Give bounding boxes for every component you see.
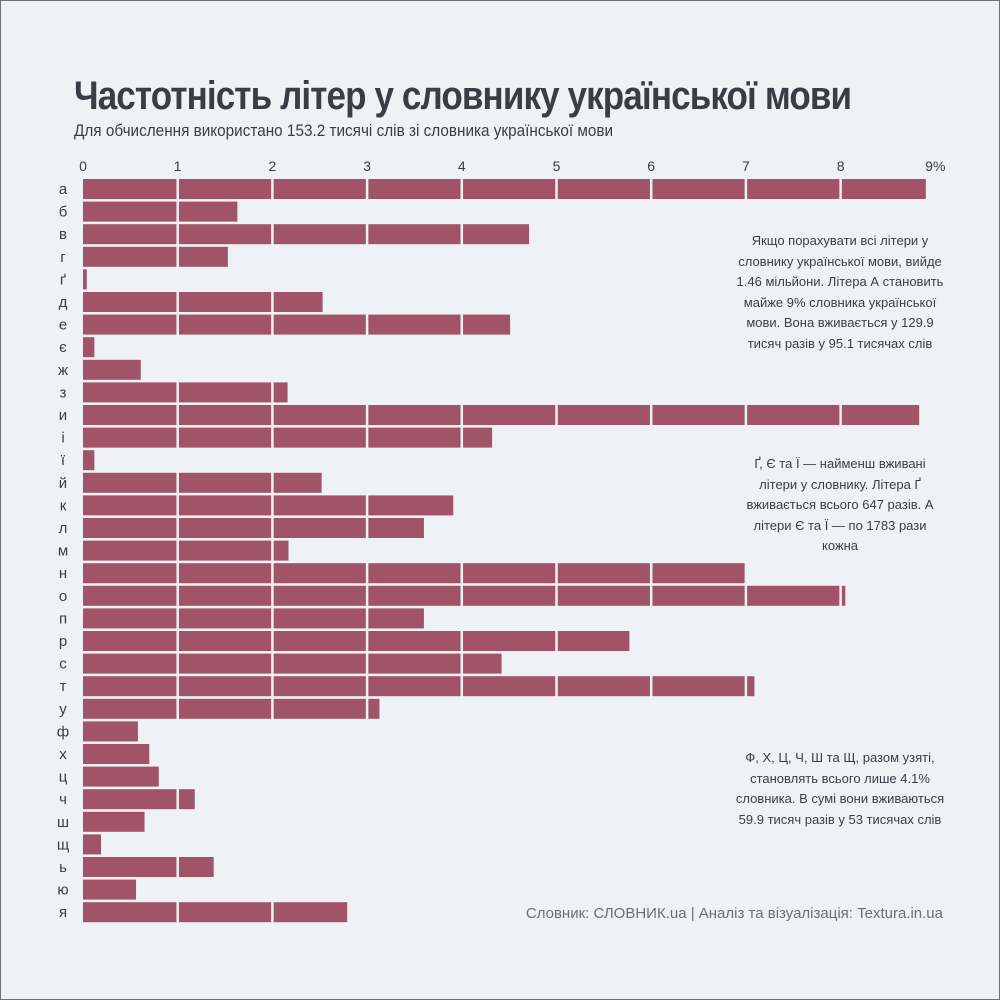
x-tick-label: 8 bbox=[837, 158, 845, 174]
y-tick-label: ь bbox=[59, 859, 67, 876]
y-tick-label: р bbox=[59, 633, 67, 650]
y-tick-label: ґ bbox=[60, 271, 66, 288]
y-tick-label: ш bbox=[57, 814, 69, 831]
y-tick-label: є bbox=[59, 339, 67, 356]
bar bbox=[83, 789, 195, 810]
y-tick-label: е bbox=[59, 317, 67, 334]
y-tick-label: у bbox=[59, 701, 67, 718]
bar bbox=[83, 676, 755, 697]
bar bbox=[83, 653, 502, 674]
bar bbox=[83, 811, 145, 832]
annotation-group-letters: Ф, Х, Ц, Ч, Ш та Щ, разом узяті, становл… bbox=[735, 750, 945, 827]
y-tick-label: н bbox=[59, 565, 67, 582]
bar bbox=[83, 518, 424, 538]
y-tick-label: п bbox=[59, 610, 67, 627]
bar bbox=[83, 292, 323, 312]
y-tick-label: х bbox=[59, 746, 67, 763]
bar bbox=[83, 631, 630, 651]
y-tick-label: ц bbox=[59, 769, 68, 786]
x-tick-label: 5 bbox=[553, 158, 561, 174]
bar bbox=[83, 472, 322, 493]
bar bbox=[83, 879, 137, 900]
bar bbox=[83, 834, 101, 855]
bar bbox=[83, 337, 95, 358]
bar bbox=[83, 246, 228, 267]
bar bbox=[83, 563, 745, 584]
bar bbox=[83, 698, 380, 719]
y-tick-label: а bbox=[59, 181, 68, 198]
y-tick-label: й bbox=[59, 475, 67, 492]
x-tick-label: 2 bbox=[269, 158, 277, 174]
x-tick-label: 3 bbox=[363, 158, 371, 174]
y-tick-label: и bbox=[59, 407, 67, 424]
chart-subtitle: Для обчислення використано 153.2 тисячі … bbox=[74, 121, 614, 140]
y-tick-label: і bbox=[61, 430, 64, 447]
x-tick-label: 9% bbox=[925, 158, 945, 174]
bar bbox=[83, 766, 159, 787]
bar bbox=[83, 585, 846, 606]
bar bbox=[83, 744, 150, 764]
bar bbox=[83, 224, 530, 245]
y-tick-label: б bbox=[59, 204, 68, 221]
y-tick-label: к bbox=[60, 497, 67, 514]
bar bbox=[83, 450, 95, 471]
annotation-letter-a: Якщо порахувати всі літери у словнику ук… bbox=[736, 233, 944, 351]
y-tick-label: в bbox=[59, 226, 67, 243]
bar bbox=[83, 201, 238, 222]
x-tick-label: 7 bbox=[742, 158, 750, 174]
y-tick-label: я bbox=[59, 904, 67, 921]
y-tick-label: т bbox=[60, 678, 67, 695]
y-tick-label: щ bbox=[57, 836, 69, 853]
bar bbox=[83, 857, 214, 877]
x-tick-label: 0 bbox=[79, 158, 87, 174]
annotation-rare-letters: Ґ, Є та Ї — найменш вживані літери у сло… bbox=[746, 456, 934, 553]
x-axis: 0 1 2 3 4 5 6 7 8 9% bbox=[79, 158, 945, 174]
bar bbox=[83, 721, 138, 742]
source-credit: Словник: СЛОВНИК.ua | Аналіз та візуаліз… bbox=[525, 905, 943, 922]
x-tick-label: 6 bbox=[647, 158, 655, 174]
bar bbox=[83, 382, 288, 403]
bar bbox=[83, 427, 493, 448]
chart-title: Частотність літер у словнику української… bbox=[74, 74, 852, 118]
y-tick-label: г bbox=[60, 249, 66, 266]
y-tick-label: м bbox=[58, 543, 68, 560]
x-tick-label: 4 bbox=[458, 158, 466, 174]
bar bbox=[83, 902, 348, 923]
y-tick-label: ю bbox=[57, 882, 68, 899]
bar bbox=[83, 540, 289, 561]
bar bbox=[83, 608, 424, 629]
bar bbox=[83, 495, 454, 516]
bar bbox=[83, 269, 87, 290]
gridlines bbox=[176, 179, 842, 923]
y-tick-label: з bbox=[60, 384, 67, 401]
y-tick-label: ф bbox=[57, 723, 69, 740]
y-tick-label: ї bbox=[60, 452, 66, 469]
y-tick-label: д bbox=[59, 294, 68, 311]
bar bbox=[83, 179, 926, 199]
bar bbox=[83, 359, 141, 380]
y-tick-label: л bbox=[59, 520, 68, 537]
y-tick-label: ж bbox=[58, 362, 68, 379]
bar bbox=[83, 314, 511, 335]
y-tick-label: с bbox=[59, 656, 67, 673]
bar bbox=[83, 405, 920, 425]
y-tick-label: о bbox=[59, 588, 67, 605]
x-tick-label: 1 bbox=[174, 158, 182, 174]
bars bbox=[83, 179, 926, 923]
y-tick-label: ч bbox=[59, 791, 67, 808]
